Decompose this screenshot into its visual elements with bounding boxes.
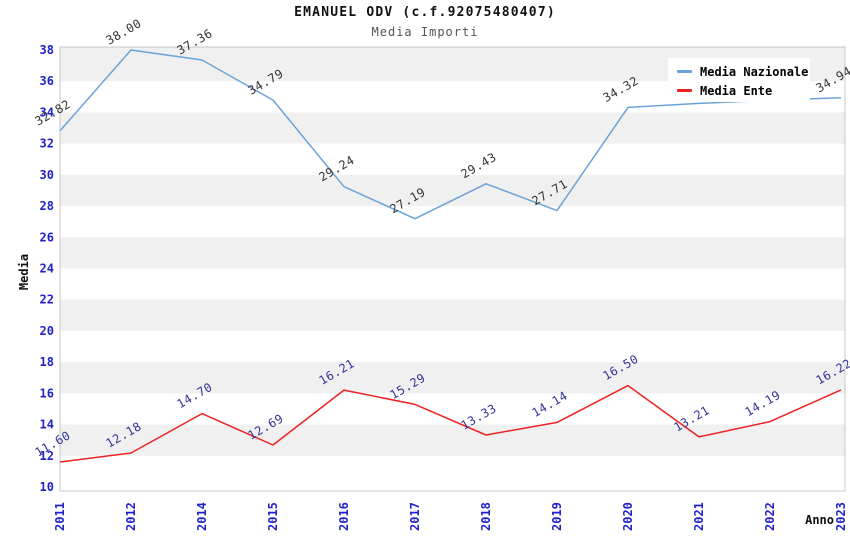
x-tick-label: 2011: [53, 502, 67, 531]
y-tick-label: 28: [40, 199, 54, 213]
legend: Media Nazionale Media Ente: [668, 58, 810, 102]
y-tick-label: 26: [40, 230, 54, 244]
y-axis: 10 12 14 16 18 20 22 24 26 28 30 32 34 36 38 Media: [17, 43, 54, 494]
x-tick-label: 2021: [692, 502, 706, 531]
x-tick-label: 2023: [834, 502, 848, 531]
y-tick-label: 12: [40, 449, 54, 463]
legend-item-media-nazionale: Media Nazionale: [677, 62, 810, 81]
chart-title: EMANUEL ODV (c.f.92075480407): [294, 5, 556, 20]
x-tick-label: 2014: [195, 502, 209, 531]
y-tick-label: 24: [40, 262, 54, 276]
x-tick-label: 2019: [550, 502, 564, 531]
point-label: 38.00: [104, 16, 144, 47]
y-axis-title: Media: [17, 254, 31, 290]
y-tick-label: 36: [40, 74, 54, 88]
y-tick-label: 10: [40, 480, 54, 494]
x-tick-label: 2018: [479, 502, 493, 531]
x-axis: 2011 2012 2014 2015 2016 2017 2018 2019 2020 2021…: [53, 502, 848, 531]
plot-border: [59, 46, 846, 492]
legend-label-media-ente: Media Ente: [700, 83, 773, 98]
y-tick-label: 38: [40, 43, 54, 57]
x-tick-label: 2017: [408, 502, 422, 531]
media-nazionale-line-swatch: [677, 70, 692, 73]
x-tick-label: 2016: [337, 502, 351, 531]
x-tick-label: 2020: [621, 502, 635, 531]
y-tick-label: 18: [40, 355, 54, 369]
y-tick-label: 32: [40, 137, 54, 151]
media-nazionale-line: [59, 49, 842, 220]
y-tick-label: 14: [40, 418, 54, 432]
legend-label-media-nazionale: Media Nazionale: [700, 64, 809, 79]
x-tick-label: 2012: [124, 502, 138, 531]
legend-item-media-ente: Media Ente: [677, 81, 810, 100]
x-tick-label: 2022: [763, 502, 777, 531]
y-tick-label: 34: [40, 105, 54, 119]
y-tick-label: 22: [40, 293, 54, 307]
chart-subtitle: Media Importi: [371, 25, 479, 39]
y-tick-label: 16: [40, 386, 54, 400]
x-tick-label: 2015: [266, 502, 280, 531]
media-ente-line: [59, 384, 842, 463]
y-tick-label: 20: [40, 324, 54, 338]
grid-bands: [60, 47, 845, 456]
x-axis-title: Anno: [805, 513, 834, 527]
y-tick-label: 30: [40, 168, 54, 182]
media-ente-line-swatch: [677, 89, 692, 92]
